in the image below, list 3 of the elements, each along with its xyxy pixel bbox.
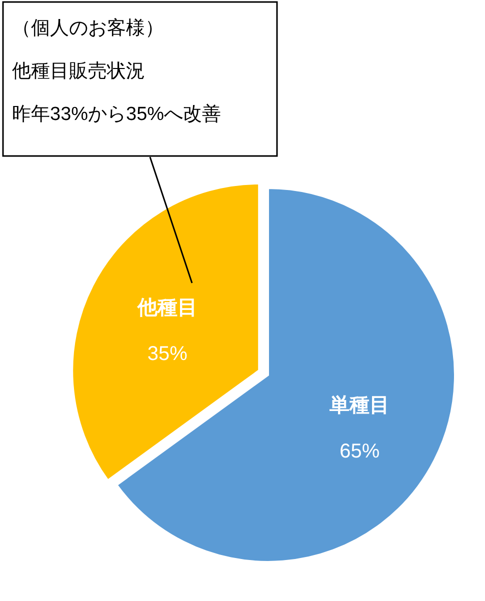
text: （個人のお客様） [12,17,164,39]
text: 昨年33%から35%へ改善 [12,103,222,125]
text: 他種目販売状況 [12,61,145,82]
